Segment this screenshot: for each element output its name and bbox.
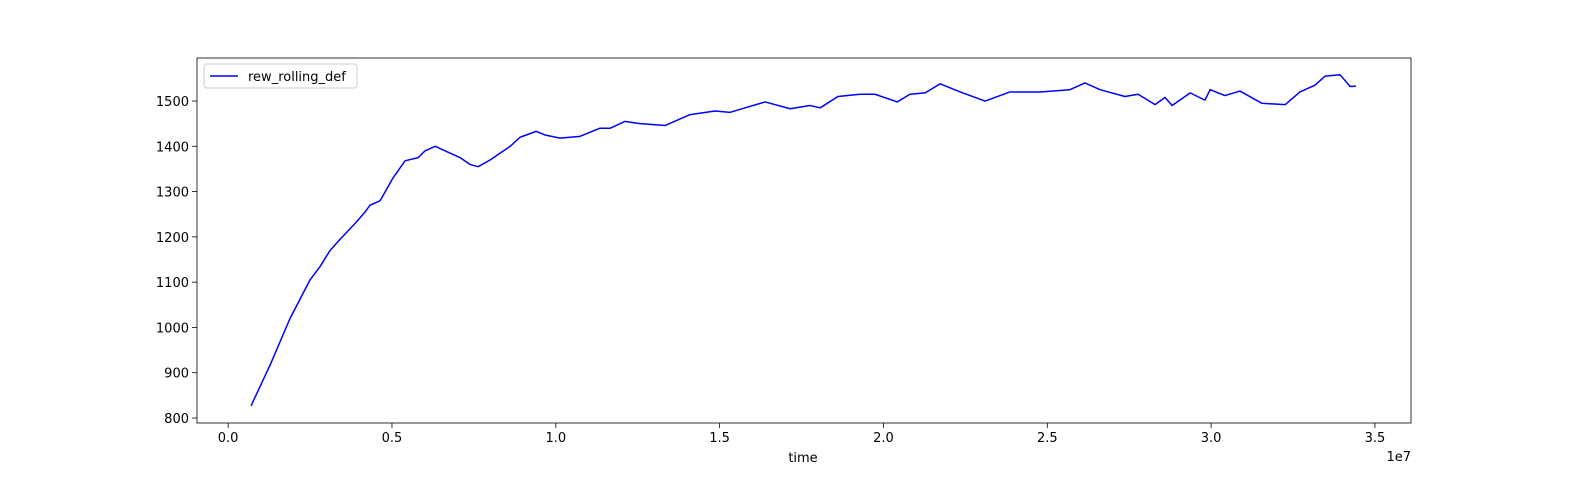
x-tick-label: 0.5	[382, 431, 403, 446]
x-tick-label: 3.0	[1201, 431, 1222, 446]
y-tick-label: 800	[164, 412, 189, 427]
x-tick-label: 2.0	[873, 431, 894, 446]
x-tick-label: 3.5	[1365, 431, 1386, 446]
legend-label: rew_rolling_def	[248, 70, 346, 85]
x-tick-label: 1.0	[545, 431, 566, 446]
x-offset-label: 1e7	[1386, 450, 1411, 465]
x-axis-label: time	[788, 451, 817, 466]
y-tick-label: 1000	[156, 321, 189, 336]
y-tick-label: 1200	[156, 231, 189, 246]
y-tick-label: 1300	[156, 186, 189, 201]
plot-frame	[196, 57, 1412, 424]
legend-box	[203, 63, 358, 89]
x-tick-label: 1.5	[709, 431, 730, 446]
y-tick-label: 1500	[156, 95, 189, 110]
x-tick-label: 0.0	[218, 431, 239, 446]
y-tick-label: 1400	[156, 140, 189, 155]
legend: rew_rolling_def	[203, 63, 358, 89]
series-line	[250, 74, 1357, 407]
y-tick-label: 1100	[156, 276, 189, 291]
x-tick-label: 2.5	[1037, 431, 1058, 446]
y-tick-label: 900	[164, 367, 189, 382]
